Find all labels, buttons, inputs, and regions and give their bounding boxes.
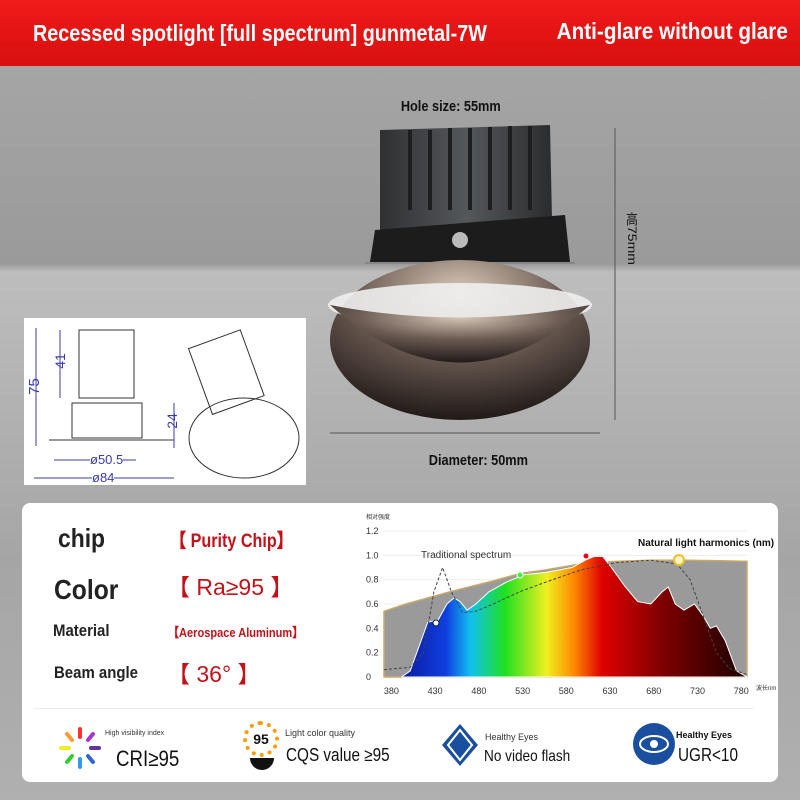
x-tick-label: 380 [384,686,399,696]
diameter-label: Diameter: 50mm [428,452,528,469]
y-tick-label: 1.0 [366,550,379,560]
spotlight-product-image [328,125,616,434]
diamond-eye-icon [442,724,478,766]
feature-cri: High visibility index CRI≥95 [50,718,230,778]
spec-key-beam-angle: Beam angle [54,663,138,682]
spec-value-material: 【Aerospace Aluminum】 [168,625,304,640]
marker-green [516,571,524,579]
x-tick-label: 630 [603,686,618,696]
x-tick-label: 430 [428,686,443,696]
y-tick-label: 1.2 [366,526,379,536]
technical-drawing: 75 41 24 ø50.5 ø84 [24,318,306,485]
x-tick-label: 680 [646,686,661,696]
traditional-spectrum-annotation: Traditional spectrum [421,550,511,561]
height-label: 高75mm [625,212,639,265]
y-tick-label: 0.2 [366,648,379,658]
chip-spectrum-area [401,556,749,678]
dim-50-5: ø50.5 [90,452,124,467]
eye-shield-icon [633,723,675,765]
feature-flicker: Healthy Eyes No video flash [440,718,590,778]
x-tick-label: 580 [559,686,574,696]
spec-value-color: 【 Ra≥95 】 [167,574,294,600]
spec-value-beam-angle: 【 36° 】 [167,661,261,687]
badge-base [250,758,274,770]
divider [34,708,754,709]
cqs-badge-icon: 95 [243,721,279,757]
slogan: Anti-glare without glare [556,18,788,44]
traditional-spectrum-line [383,559,748,676]
marker-natural [673,554,685,566]
x-tick-label: 780 [734,686,749,696]
y-tick-label: 0 [366,672,371,682]
spec-key-color: Color [54,574,119,605]
spec-key-chip: chip [58,523,106,553]
y-axis-label: 相对强度 [366,513,390,521]
product-title: Recessed spotlight [full spectrum] gunme… [33,20,487,46]
marker-red [582,552,590,560]
marker-blue [432,619,440,627]
spec-key-material: Material [53,621,110,640]
x-tick-label: 530 [515,686,530,696]
dim-84: ø84 [92,470,115,485]
spec-value-chip: 【 Purity Chip】 [170,531,293,552]
y-tick-label: 0.6 [366,599,379,609]
x-tick-label: 480 [471,686,486,696]
color-wheel-icon [59,727,101,769]
header-banner: Recessed spotlight [full spectrum] gunme… [0,0,800,66]
feature-cqs: 95 Light color quality CQS value ≥95 [240,718,410,778]
y-tick-label: 0.8 [366,575,379,585]
hole-size-label: Hole size: 55mm [400,98,501,115]
x-axis-label: 波长nm [756,684,776,692]
y-tick-label: 0.4 [366,623,379,633]
x-tick-label: 730 [690,686,705,696]
natural-light-annotation: Natural light harmonics (nm) [638,538,774,549]
feature-ugr: Healthy Eyes UGR<10 [632,718,772,778]
